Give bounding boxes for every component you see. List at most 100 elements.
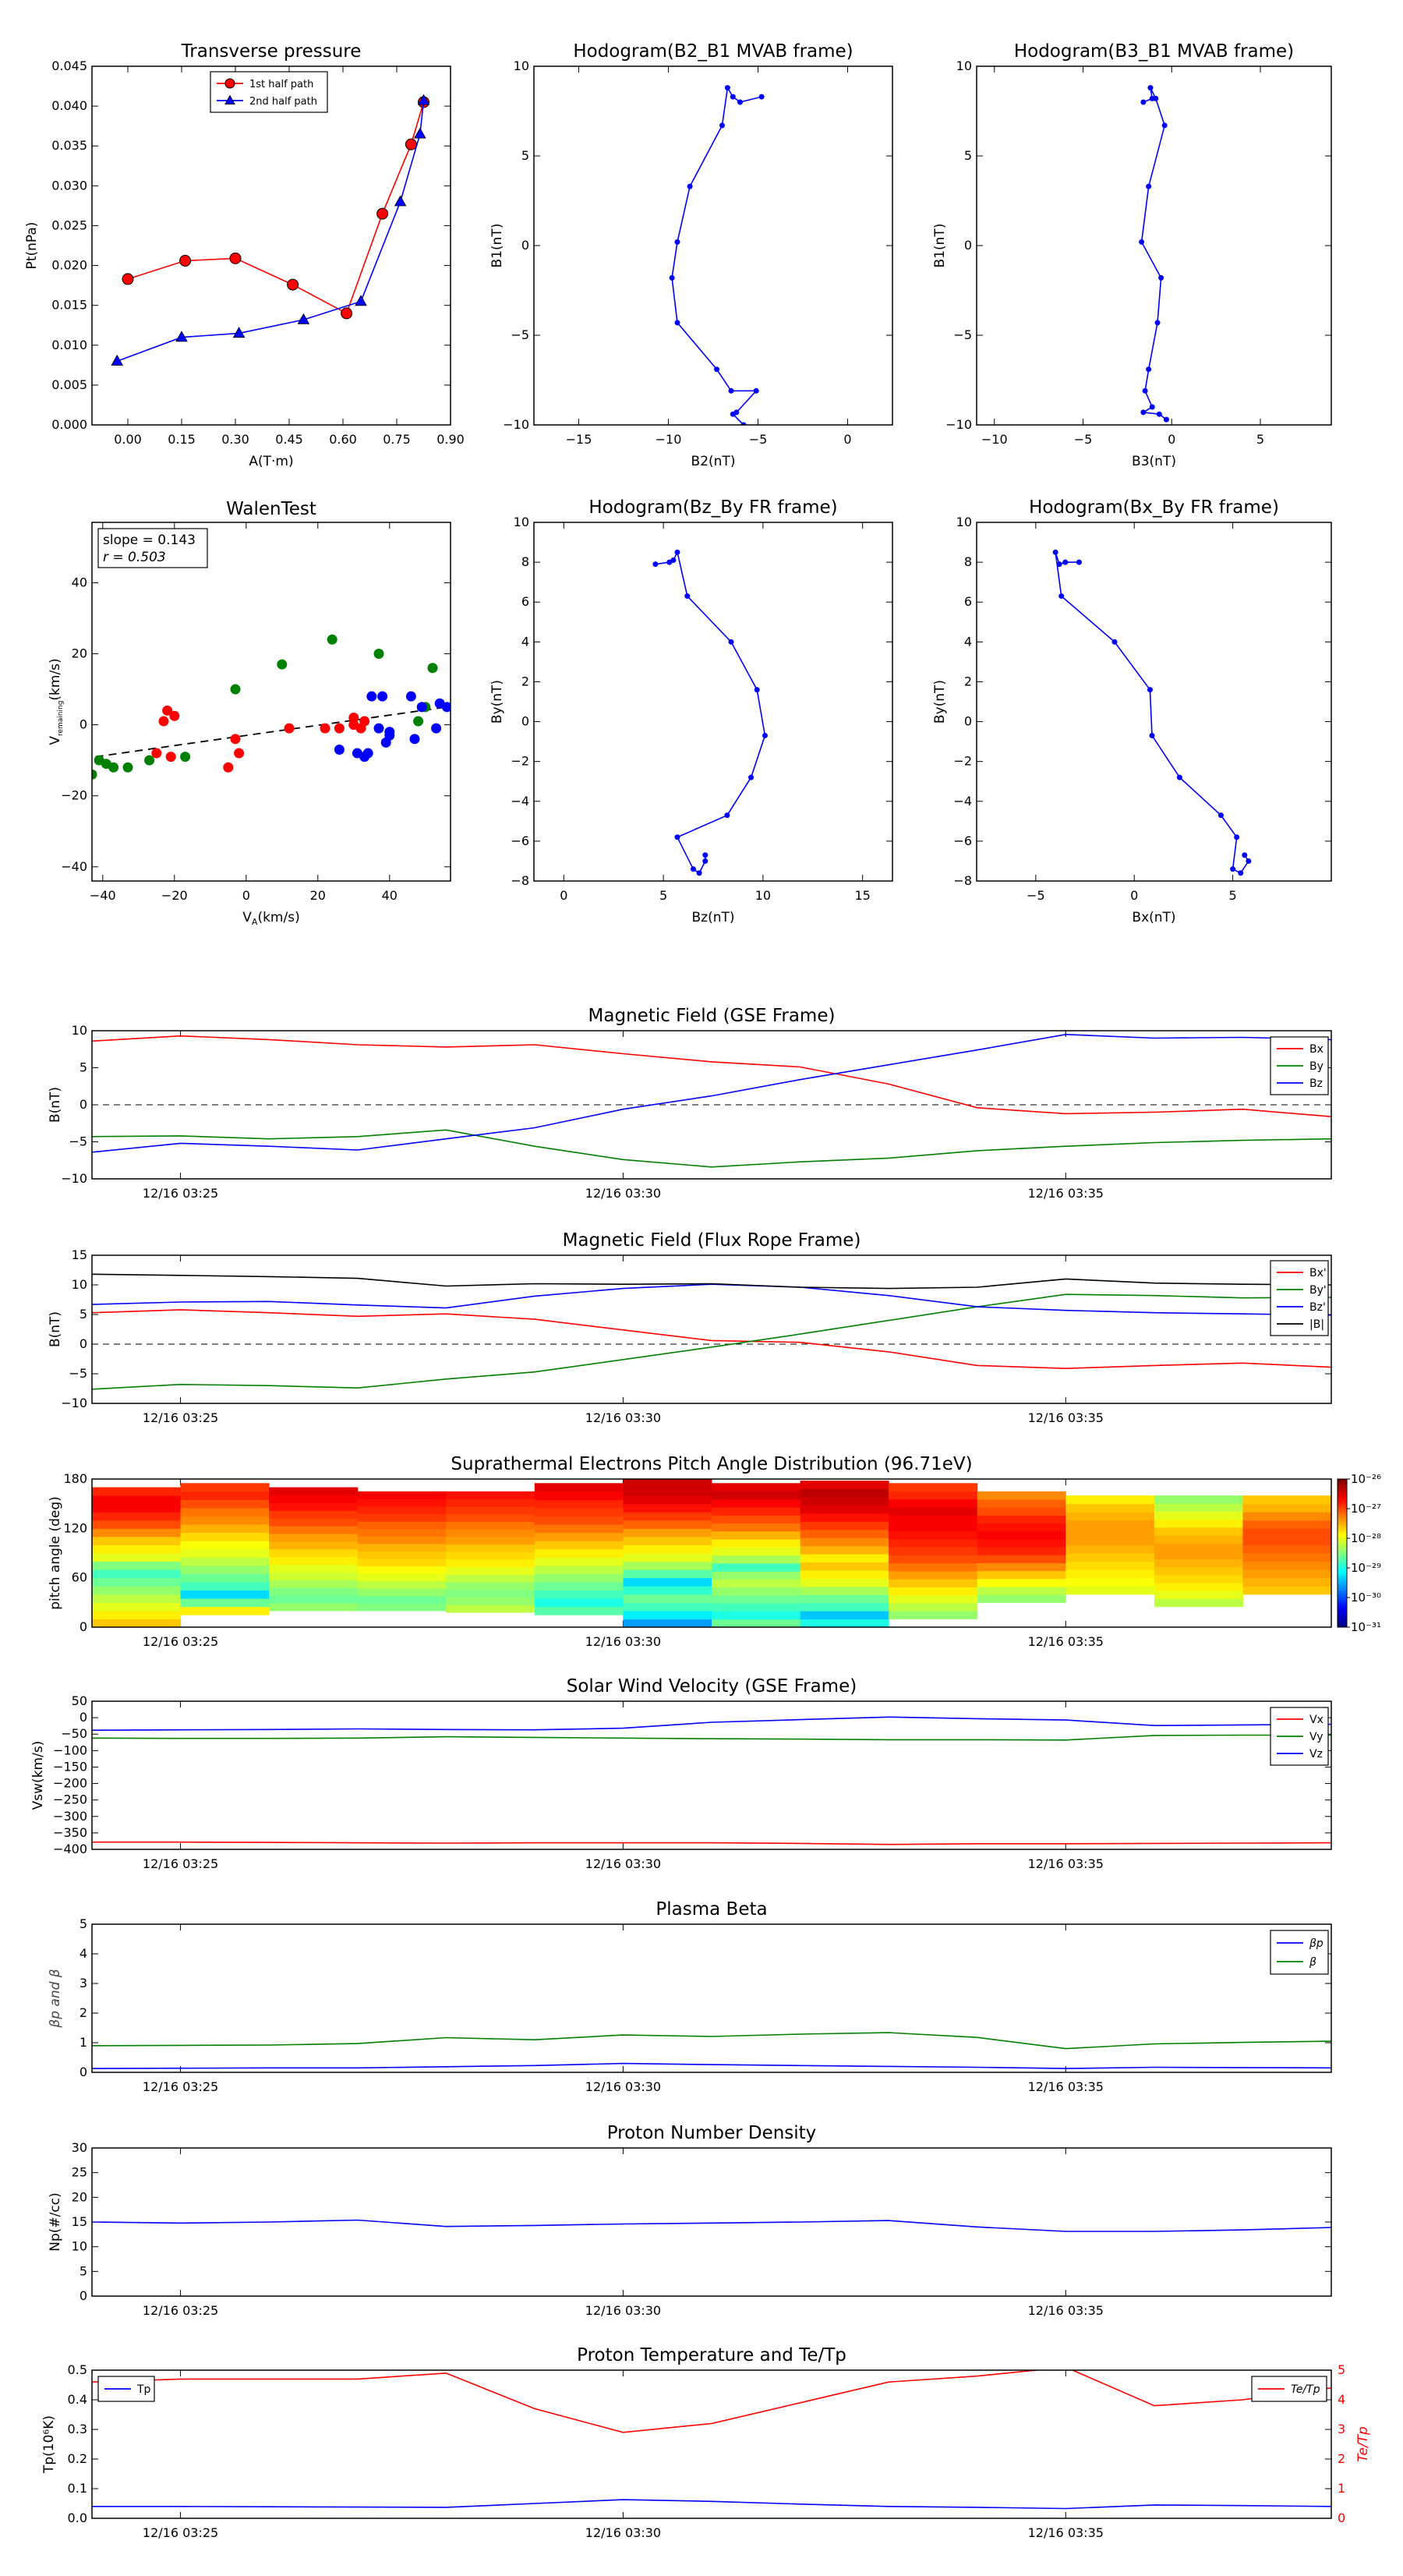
pt-legend-marker bbox=[224, 94, 235, 104]
pad-colorbar-step bbox=[1338, 1484, 1347, 1487]
pad-colorbar-step bbox=[1338, 1486, 1347, 1490]
h3-ytick-label: 8 bbox=[521, 554, 529, 569]
pad-cell bbox=[977, 1586, 1066, 1595]
pad-cell bbox=[977, 1538, 1066, 1548]
mag_fr-legend: Bx' By' Bz' |B| bbox=[1270, 1260, 1329, 1336]
pad-cell bbox=[180, 1590, 270, 1599]
pad-cell bbox=[800, 1529, 889, 1538]
tp-ytick-label: 0.1 bbox=[68, 2481, 87, 2496]
h2-xtick-label: −10 bbox=[981, 432, 1008, 447]
pad-cell bbox=[446, 1552, 535, 1560]
walen-point bbox=[169, 710, 180, 721]
pad-cell bbox=[534, 1590, 624, 1599]
pad-cell bbox=[269, 1533, 359, 1542]
pad-colorbar-step bbox=[1338, 1511, 1347, 1514]
pad-cell bbox=[92, 1536, 182, 1545]
h1-series-line-0 bbox=[671, 86, 762, 425]
pt-xtick-label: 0.00 bbox=[114, 432, 142, 447]
pad-cell bbox=[357, 1491, 447, 1499]
pad-cell bbox=[269, 1487, 359, 1495]
h1-point bbox=[719, 122, 725, 129]
pad-cell bbox=[800, 1488, 889, 1498]
np-panel: Proton Number Density 12/16 03:25 12/16 03… bbox=[48, 2123, 1332, 2318]
pad-cell bbox=[623, 1610, 712, 1619]
pad-cell bbox=[534, 1499, 624, 1509]
h2-xlabel: B3(nT) bbox=[1132, 454, 1176, 469]
mag_fr-ytick-label: 10 bbox=[72, 1277, 87, 1292]
tp-xtick-label: 12/16 03:30 bbox=[585, 2525, 661, 2540]
pad-colorbar-step bbox=[1338, 1530, 1347, 1534]
h4-ytick-label: −2 bbox=[953, 754, 972, 769]
tp-y2tick-label: 3 bbox=[1338, 2422, 1345, 2436]
pad-cell bbox=[357, 1521, 447, 1530]
beta-ytick-label: 2 bbox=[80, 2005, 87, 2020]
pt-legend-marker bbox=[224, 78, 235, 89]
walen-xlabel: VA(km/s) bbox=[242, 910, 299, 927]
pad-colorbar-label: 10⁻³¹ bbox=[1351, 1620, 1381, 1634]
mag_gse-legend-label: Bz bbox=[1309, 1077, 1323, 1090]
h1-point bbox=[674, 320, 680, 326]
pad-cell bbox=[623, 1553, 712, 1562]
mag_fr-legend-label: Bx' bbox=[1309, 1267, 1327, 1279]
mag_fr-ytick-label: −10 bbox=[61, 1396, 87, 1410]
pad-cell bbox=[712, 1571, 801, 1580]
pad-colorbar-step bbox=[1338, 1520, 1347, 1524]
np-ytick-label: 25 bbox=[72, 2165, 87, 2180]
pt-panel: Transverse pressure 0.00 0.15 0.30 0.45 0.60 0… bbox=[24, 41, 465, 469]
tp-xtick-label: 12/16 03:25 bbox=[143, 2525, 218, 2540]
pad-cell bbox=[534, 1581, 624, 1591]
tp-ytick-label: 0.2 bbox=[68, 2451, 87, 2466]
h3-point bbox=[696, 870, 702, 876]
pad-ytick-label: 0 bbox=[80, 1619, 87, 1634]
h1-point bbox=[714, 366, 720, 373]
pad-cell bbox=[1242, 1528, 1332, 1537]
tp-ratio-legend-label: Te/Tp bbox=[1291, 2383, 1320, 2396]
np-xtick-label: 12/16 03:30 bbox=[585, 2303, 661, 2318]
h1-xlabel: B2(nT) bbox=[691, 454, 736, 469]
h3-xtick-label: 5 bbox=[659, 888, 667, 903]
pad-colorbar-step bbox=[1338, 1619, 1347, 1623]
pt-point bbox=[179, 254, 192, 267]
walen-point bbox=[416, 702, 427, 713]
pad-cell bbox=[1154, 1503, 1243, 1512]
pad-cell bbox=[800, 1602, 889, 1612]
h2-panel: Hodogram(B3_B1 MVAB frame) −10 −5 0 5 −10 −5 0 5… bbox=[932, 41, 1332, 469]
pad-colorbar-step bbox=[1338, 1575, 1347, 1579]
pad-colorbar-step bbox=[1338, 1583, 1347, 1586]
pad-cell bbox=[1066, 1495, 1155, 1505]
vsw-ytick-label: −50 bbox=[61, 1726, 87, 1741]
pad-colorbar-step bbox=[1338, 1617, 1347, 1620]
h2-ytick-label: 0 bbox=[964, 238, 972, 253]
mag_fr-axes-frame bbox=[91, 1254, 1332, 1404]
pt-ytick-label: 0.015 bbox=[51, 298, 87, 313]
pad-cell bbox=[357, 1551, 447, 1559]
mag_gse-xtick-label: 12/16 03:30 bbox=[585, 1186, 661, 1201]
pad-cell bbox=[889, 1555, 978, 1564]
pad-cell bbox=[357, 1543, 447, 1552]
pad-cell bbox=[800, 1496, 889, 1506]
walen-ytick-label: 0 bbox=[80, 717, 87, 732]
tp-y2tick-label: 0 bbox=[1338, 2511, 1345, 2525]
pad-cell bbox=[1066, 1569, 1155, 1579]
pad-cell bbox=[712, 1619, 801, 1628]
pad-colorbar-step bbox=[1338, 1568, 1347, 1571]
pad-cell bbox=[269, 1580, 359, 1588]
h3-ytick-label: 6 bbox=[521, 594, 529, 609]
pt-xtick-label: 0.30 bbox=[221, 432, 249, 447]
h4-point bbox=[1052, 549, 1058, 555]
pad-cell bbox=[357, 1595, 447, 1604]
mag_gse-ylabel: B(nT) bbox=[48, 1087, 63, 1123]
walen-point bbox=[284, 723, 295, 734]
pad-cell bbox=[977, 1523, 1066, 1532]
pt-ytick-label: 0.005 bbox=[51, 377, 87, 392]
pad-cell bbox=[1154, 1495, 1243, 1504]
pad-cell bbox=[357, 1558, 447, 1566]
vsw-ytick-label: −150 bbox=[53, 1759, 87, 1774]
pad-colorbar-step bbox=[1338, 1555, 1347, 1559]
pad-colorbar-step bbox=[1338, 1612, 1347, 1615]
beta-xtick-label: 12/16 03:30 bbox=[585, 2079, 661, 2094]
vsw-ytick-label: −300 bbox=[53, 1809, 87, 1824]
pad-cell bbox=[92, 1561, 182, 1570]
walen-point bbox=[158, 716, 169, 727]
pad-cell bbox=[269, 1526, 359, 1534]
